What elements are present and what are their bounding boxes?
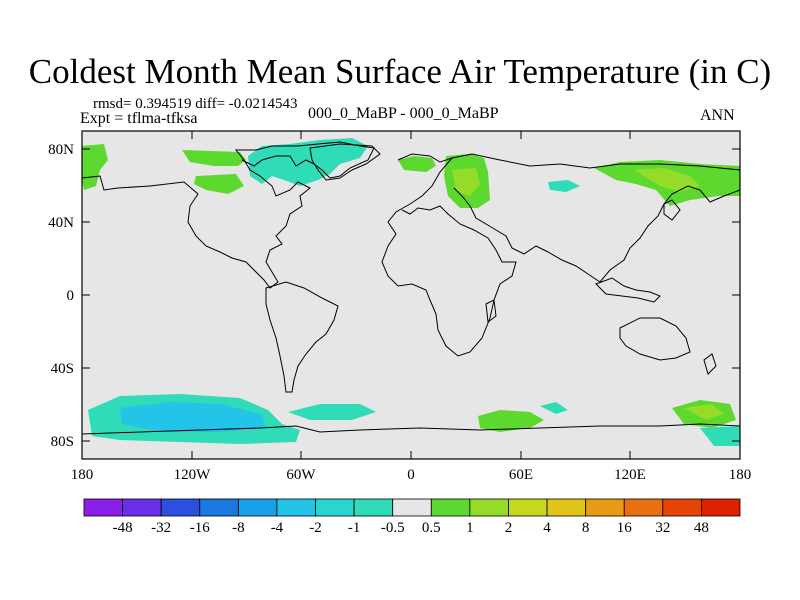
tick-marks xyxy=(81,131,741,459)
colorbar-label: 0.5 xyxy=(422,520,441,536)
colorbar-box xyxy=(83,498,123,517)
colorbar-box xyxy=(315,498,355,517)
anomaly-patch-green-arctic xyxy=(182,150,246,166)
colorbar-box xyxy=(237,498,278,517)
colorbar-box xyxy=(160,498,201,517)
coastline-greenland xyxy=(309,143,381,181)
lat-label-40n: 40N xyxy=(48,215,74,231)
colorbar-box xyxy=(585,498,625,517)
coastlines xyxy=(81,141,741,435)
colorbar-label: 2 xyxy=(505,520,513,536)
colorbar-box xyxy=(508,498,548,517)
anomaly-patch-eurasia-cyan xyxy=(548,180,580,192)
colorbar-label: -8 xyxy=(232,520,245,536)
colorbar-label: -4 xyxy=(271,520,284,536)
colorbar-box xyxy=(701,498,741,517)
colorbar-box xyxy=(546,498,587,517)
coastline-australia xyxy=(619,317,691,361)
latitude-labels: 80N 40N 0 40S 80S xyxy=(48,142,74,450)
figure-title: Coldest Month Mean Surface Air Temperatu… xyxy=(28,52,772,91)
coastline-japan xyxy=(663,199,681,221)
lon-label-60w: 60W xyxy=(286,467,316,483)
colorbar-box xyxy=(662,498,702,517)
coastline-north-america xyxy=(81,141,375,289)
anomaly-patch-indian-ocean-cyan xyxy=(540,402,568,414)
colorbar-label: -1 xyxy=(348,520,361,536)
coastline-antarctica xyxy=(81,423,741,435)
coastline-madagascar xyxy=(485,299,497,323)
colorbar: -48 -32 -16 -8 -4 -2 -1 -0.5 0.5 1 2 4 8 16 32 48 xyxy=(83,498,741,536)
experiment-label: Expt = tflma-tfksa xyxy=(80,110,198,127)
anomaly-patch-canada-green xyxy=(194,174,244,194)
coastline-maritime-continent xyxy=(595,277,661,303)
anomaly-patch-ross-yellow xyxy=(684,404,724,420)
anomaly-patch-north-america-cool xyxy=(248,138,368,186)
anomaly-patch-southern-ocean-green xyxy=(478,410,544,432)
lon-label-180w: 180 xyxy=(71,467,94,483)
colorbar-label: -0.5 xyxy=(381,520,405,536)
anomaly-patch-southern-ocean-cooler xyxy=(120,402,266,432)
anomaly-patch-alaska-green xyxy=(82,144,108,190)
season-label: ANN xyxy=(700,107,735,124)
anomaly-patch-antarctic-peninsula-cool xyxy=(288,404,376,420)
coastline-europe-africa xyxy=(381,153,517,357)
colorbar-label: 4 xyxy=(543,520,551,536)
colorbar-label: -48 xyxy=(113,520,133,536)
anomaly-patches xyxy=(82,138,740,446)
colorbar-label: 1 xyxy=(466,520,474,536)
colorbar-box xyxy=(623,498,664,517)
colorbar-label: -2 xyxy=(309,520,322,536)
lat-label-80s: 80S xyxy=(51,434,74,450)
lon-label-120w: 120W xyxy=(174,467,212,483)
colorbar-label: -16 xyxy=(190,520,210,536)
lat-label-40s: 40S xyxy=(51,361,74,377)
colorbar-label: 8 xyxy=(582,520,590,536)
comparison-label: 000_0_MaBP - 000_0_MaBP xyxy=(308,105,499,122)
lat-label-80n: 80N xyxy=(48,142,74,158)
anomaly-patch-antarctic-cyan-right xyxy=(700,426,740,446)
colorbar-label: 32 xyxy=(655,520,670,536)
colorbar-label: -32 xyxy=(151,520,171,536)
lon-label-0: 0 xyxy=(407,467,415,483)
rmsd-diff-stats: rmsd= 0.394519 diff= -0.0214543 xyxy=(93,96,298,112)
colorbar-box xyxy=(430,498,471,517)
colorbar-label: 16 xyxy=(617,520,633,536)
anomaly-patch-siberia-yellow xyxy=(634,168,700,192)
colorbar-box xyxy=(122,498,162,517)
coastline-new-zealand xyxy=(703,353,717,375)
colorbar-box xyxy=(353,498,394,517)
lon-label-60e: 60E xyxy=(509,467,533,483)
lat-label-0: 0 xyxy=(67,288,75,304)
anomaly-patch-russia-yellow xyxy=(452,168,480,196)
coastline-south-america xyxy=(265,281,339,393)
lon-label-180e: 180 xyxy=(729,467,752,483)
longitude-labels: 180 120W 60W 0 60E 120E 180 xyxy=(71,467,752,483)
colorbar-box xyxy=(469,498,509,517)
colorbar-box xyxy=(276,498,316,517)
lon-label-120e: 120E xyxy=(614,467,646,483)
colorbar-box xyxy=(392,498,432,517)
coastline-asia xyxy=(451,153,741,283)
anomaly-patch-europe-green xyxy=(398,156,436,172)
colorbar-label: 48 xyxy=(694,520,709,536)
colorbar-box xyxy=(199,498,239,517)
